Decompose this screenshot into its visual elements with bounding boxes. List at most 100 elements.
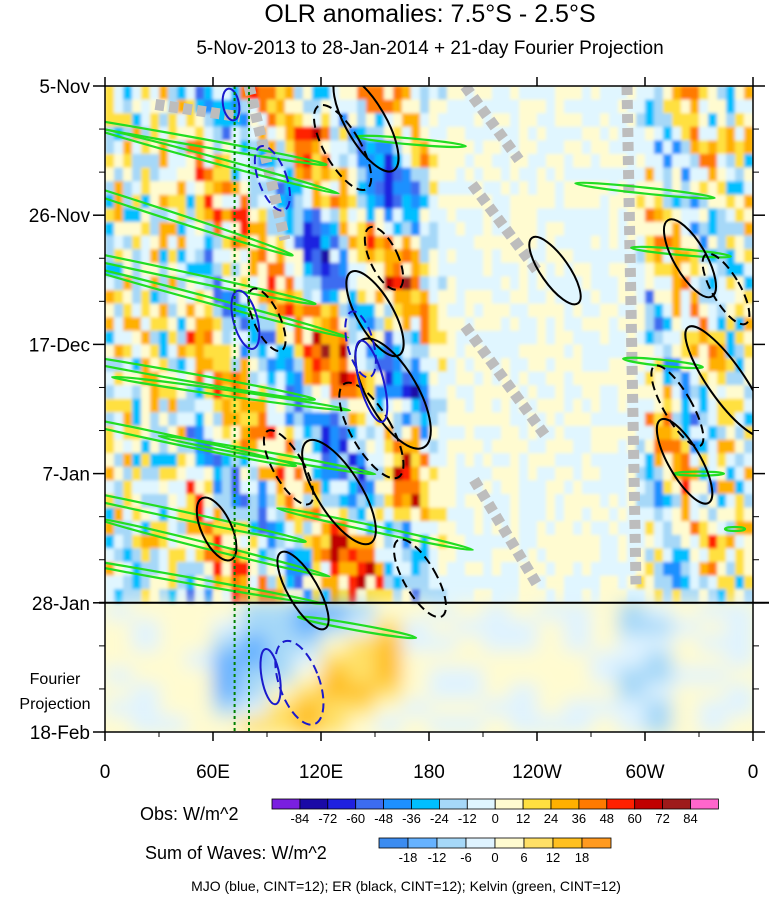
colorbar-swatch — [522, 798, 552, 810]
er-contour — [393, 538, 447, 619]
wave-contours — [105, 86, 753, 726]
kelvin-contour — [296, 615, 418, 640]
mjo-contour — [221, 87, 241, 122]
chart-title: OLR anomalies: 7.5°S - 2.5°S — [264, 0, 596, 28]
colorbar-tick-label: -6 — [460, 850, 472, 865]
er-contour — [663, 218, 717, 299]
colorbar-swatch — [355, 798, 385, 810]
y-tick-label: 18-Feb — [30, 723, 90, 744]
colorbar-tick-label: -18 — [399, 850, 418, 865]
obs-colorbar: -84 -72 -60 -48 -36 -24 -12 0 12 24 36 48 60 72 84 — [271, 798, 719, 826]
colorbar-swatch — [690, 798, 719, 810]
colorbar-tick-label: 0 — [491, 850, 498, 865]
er-contour — [195, 496, 238, 562]
colorbar-swatch — [271, 798, 301, 810]
colorbar-tick-label: 0 — [492, 811, 499, 826]
obs-anomaly-cells — [105, 86, 753, 604]
colorbar-tick-label: -24 — [430, 811, 449, 826]
y-tick-label: 7-Jan — [42, 465, 90, 486]
waves-colorbar-label: Sum of Waves: W/m^2 — [145, 843, 327, 863]
colorbar-swatch — [606, 798, 636, 810]
er-contour — [528, 235, 582, 306]
kelvin-contour — [105, 104, 328, 167]
colorbar-tick-label: -48 — [374, 811, 393, 826]
kelvin-contour — [157, 434, 377, 476]
colorbar-swatch — [466, 798, 496, 810]
er-contour — [276, 550, 330, 631]
colorbar-swatch — [411, 798, 440, 810]
colorbar-swatch — [438, 798, 468, 810]
projection-label: Fourier — [30, 671, 81, 688]
y-tick-label: 17-Dec — [29, 335, 90, 356]
er-contour — [684, 325, 753, 438]
colorbar-tick-label: 60 — [627, 811, 641, 826]
colorbar-tick-label: -12 — [458, 811, 477, 826]
colorbar-tick-label: 48 — [600, 811, 614, 826]
colorbar-tick-label: -72 — [318, 811, 337, 826]
kelvin-contour — [630, 245, 732, 259]
colorbar-swatch — [581, 837, 612, 849]
obs-colorbar-label: Obs: W/m^2 — [140, 804, 239, 824]
kelvin-contour — [622, 356, 704, 370]
mask-stripe — [460, 86, 524, 164]
colorbar-swatch — [494, 798, 524, 810]
anomaly-field — [105, 86, 753, 732]
kelvin-contour — [111, 375, 351, 412]
y-tick-label: 26-Nov — [29, 206, 91, 227]
kelvin-contour — [105, 124, 340, 195]
er-contour — [332, 86, 400, 173]
kelvin-contour — [105, 406, 298, 468]
axes: 0 60E 120E 180 120W 60W 0 5-Nov 26-Nov 17-Dec 7-Ja… — [19, 77, 765, 783]
mask-stripe — [467, 181, 542, 274]
mask-stripe — [243, 86, 291, 242]
mjo-contour — [354, 339, 389, 423]
colorbar-swatch — [662, 798, 691, 810]
kelvin-contour — [105, 263, 350, 339]
er-contour — [655, 417, 714, 505]
x-tick-label: 0 — [100, 762, 111, 783]
mask-stripe — [460, 322, 551, 440]
colorbar-swatch — [378, 837, 409, 849]
colorbar-swatch — [436, 837, 467, 849]
projection-label: Projection — [19, 696, 90, 713]
mjo-contour — [274, 639, 325, 726]
mask-stripe — [469, 476, 542, 588]
mjo-contour — [253, 144, 291, 212]
footer-caption: MJO (blue, CINT=12); ER (black, CINT=12)… — [191, 878, 621, 894]
colorbar-tick-label: 72 — [655, 811, 669, 826]
x-tick-label: 120W — [512, 762, 562, 783]
colorbar-swatch — [634, 798, 664, 810]
colorbar-swatch — [494, 837, 525, 849]
er-contour — [345, 270, 405, 358]
colorbar-swatch — [465, 837, 496, 849]
er-contour — [338, 381, 405, 480]
colorbar-tick-label: 18 — [575, 850, 589, 865]
er-contour — [701, 252, 751, 326]
y-tick-label: 28-Jan — [32, 594, 90, 615]
colorbar-tick-label: -36 — [402, 811, 421, 826]
projection-anomaly-cells — [105, 602, 753, 732]
colorbar-tick-label: -84 — [291, 811, 310, 826]
colorbar-tick-label: 36 — [572, 811, 586, 826]
kelvin-contour — [105, 477, 307, 544]
kelvin-contour — [574, 181, 716, 200]
er-contour — [650, 364, 705, 448]
kelvin-contour — [105, 161, 294, 257]
kelvin-contour — [105, 349, 316, 401]
colorbar-tick-label: -12 — [428, 850, 447, 865]
er-contour — [312, 103, 373, 192]
chart-subtitle: 5-Nov-2013 to 28-Jan-2014 + 21-day Fouri… — [196, 38, 664, 59]
kelvin-contour — [723, 525, 747, 533]
mjo-contour — [259, 647, 282, 706]
colorbar-tick-label: 84 — [683, 811, 697, 826]
colorbar-tick-label: 12 — [546, 850, 560, 865]
er-contour — [363, 225, 405, 291]
x-tick-label: 60W — [625, 762, 664, 783]
colorbar-swatch — [578, 798, 608, 810]
colorbar-swatch — [550, 798, 580, 810]
colorbar-swatch — [327, 798, 357, 810]
x-tick-label: 60E — [196, 762, 230, 783]
colorbar-swatch — [299, 798, 329, 810]
colorbar-tick-label: -60 — [346, 811, 365, 826]
